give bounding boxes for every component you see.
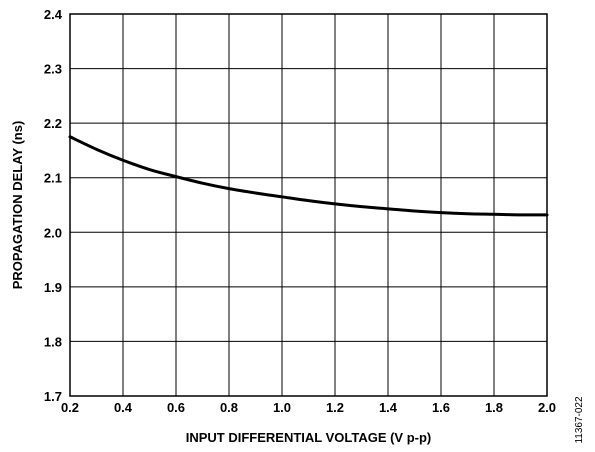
x-tick-label: 0.8 [220,400,238,415]
y-tick-label: 2.3 [44,62,62,77]
y-tick-label: 2.4 [44,7,63,22]
x-tick-label: 1.6 [432,400,450,415]
y-tick-label: 2.0 [44,225,62,240]
y-tick-label: 1.7 [44,389,62,404]
plot-frame [69,13,548,397]
y-axis-ticks: 1.7 1.8 1.9 2.0 2.1 2.2 2.3 2.4 [44,7,63,404]
y-tick-label: 2.1 [44,171,62,186]
x-tick-label: 0.2 [61,400,79,415]
y-tick-label: 1.9 [44,280,62,295]
propagation-delay-line [68,135,549,217]
y-axis-title: PROPAGATION DELAY (ns) [10,121,25,290]
x-tick-label: 1.8 [485,400,503,415]
x-tick-label: 0.6 [167,400,185,415]
y-tick-label: 2.2 [44,116,62,131]
grid [69,13,548,397]
x-axis-ticks: 0.2 0.4 0.6 0.8 1.0 1.2 1.4 1.6 1.8 2.0 [61,400,556,415]
x-tick-label: 1.4 [379,400,398,415]
x-tick-label: 1.2 [326,400,344,415]
x-axis-title: INPUT DIFFERENTIAL VOLTAGE (V p-p) [186,430,432,445]
figure-id: 11367-022 [574,396,585,444]
x-tick-label: 2.0 [538,400,556,415]
y-tick-label: 1.8 [44,334,62,349]
x-tick-label: 0.4 [114,400,133,415]
x-tick-label: 1.0 [273,400,291,415]
